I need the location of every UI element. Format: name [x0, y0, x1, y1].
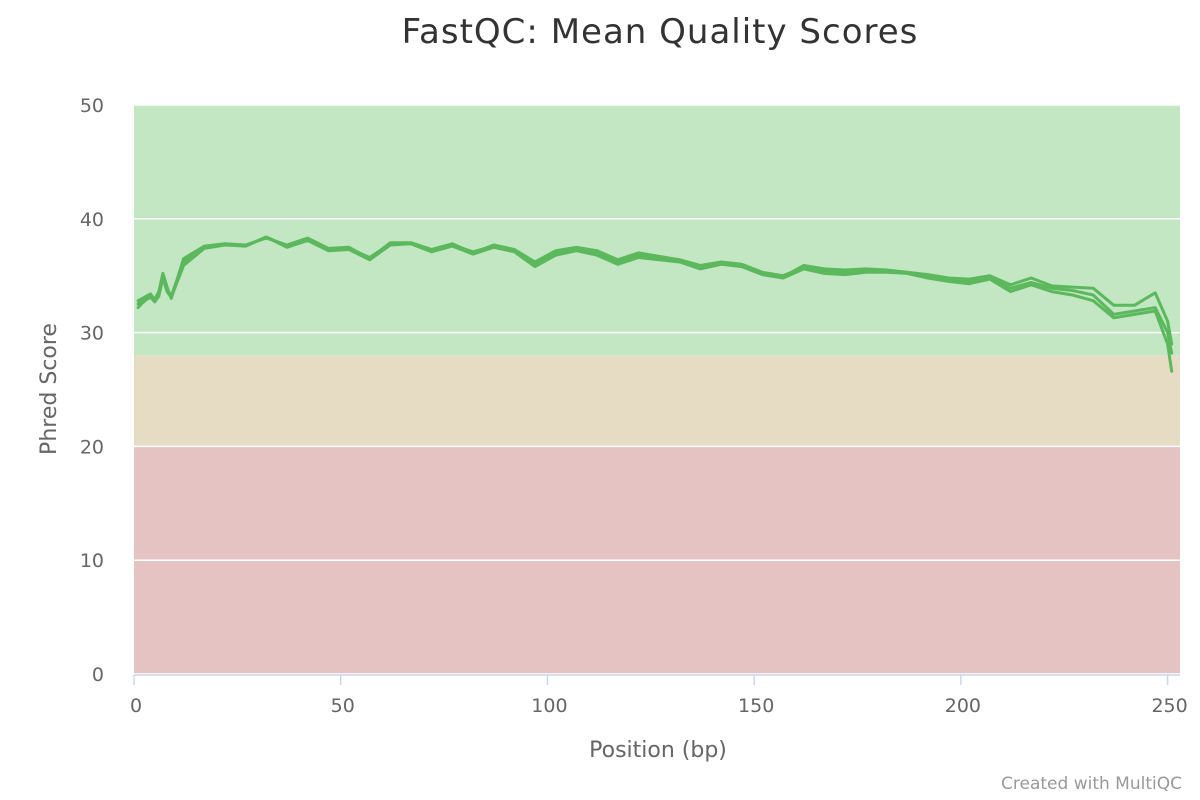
multiqc-credit[interactable]: Created with MultiQC [1001, 774, 1182, 794]
band-good [134, 105, 1180, 356]
y-tick-label: 50 [80, 95, 104, 117]
series-line-2[interactable] [136, 236, 1174, 346]
y-tick-label: 40 [80, 209, 104, 231]
y-axis-title: Phred Score [37, 323, 62, 455]
series-lines [136, 235, 1174, 373]
chart-title: FastQC: Mean Quality Scores [401, 12, 919, 52]
x-tick-label: 100 [531, 695, 567, 717]
x-axis-title: Position (bp) [589, 738, 727, 763]
y-tick-label: 20 [80, 436, 104, 458]
quality-bands [134, 105, 1180, 674]
y-tick-label: 30 [80, 323, 104, 345]
y-tick-label: 10 [80, 550, 104, 572]
band-warn [134, 355, 1180, 447]
x-tick-label: 200 [945, 695, 981, 717]
y-tick-label: 0 [92, 664, 104, 686]
x-tick-label: 50 [331, 695, 355, 717]
series-line-3[interactable] [136, 235, 1174, 373]
axes: 0 50 100 150 200 250 0 10 20 30 40 50 [80, 95, 1188, 717]
grid-lines [134, 104, 1180, 675]
x-tick-label: 250 [1151, 695, 1187, 717]
x-tick-label: 150 [738, 695, 774, 717]
x-tick-label: 0 [130, 695, 142, 717]
